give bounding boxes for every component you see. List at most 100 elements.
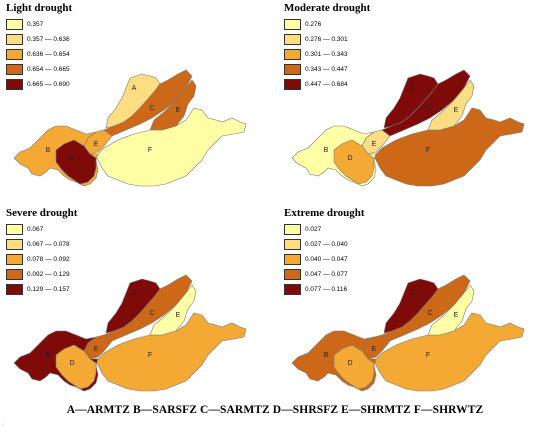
zone-label: E	[454, 107, 459, 114]
map-legend: 0.027 0.027 — 0.040 0.040 — 0.047 0.047 — 0…	[284, 222, 348, 297]
zone-caption: A—ARMTZ B—SARSFZ C—SARMTZ D—SHRSFZ E—SHR…	[66, 404, 484, 416]
map-title: Extreme drought	[284, 207, 365, 219]
legend-label: 0.047 — 0.077	[305, 271, 348, 278]
legend-row: 0.447 — 0.684	[284, 77, 348, 92]
legend-row: 0.067	[6, 222, 70, 237]
legend-swatch	[284, 269, 301, 280]
legend-swatch	[6, 79, 23, 90]
zone-label: D	[69, 360, 74, 367]
zone-label: B	[324, 352, 329, 359]
zone-d-region	[333, 139, 375, 185]
zone-label: C	[149, 105, 154, 112]
zone-label: A	[410, 290, 415, 297]
zone-d-region	[333, 344, 375, 390]
map-title: Moderate drought	[284, 2, 371, 14]
legend-swatch	[6, 64, 23, 75]
region-map: F A C E E B D	[13, 69, 247, 187]
legend-row: 0.040 — 0.047	[284, 252, 348, 267]
zone-label: E	[94, 346, 99, 353]
legend-row: 0.636 — 0.654	[6, 47, 70, 62]
legend-label: 0.654 — 0.665	[27, 66, 70, 73]
legend-swatch	[284, 224, 301, 235]
zone-e-region	[149, 79, 197, 131]
legend-swatch	[284, 19, 301, 30]
region-map: F A C E E B D	[291, 69, 525, 187]
map-title: Severe drought	[6, 207, 78, 219]
zone-c-region	[103, 69, 193, 139]
zone-label: B	[324, 147, 329, 154]
region-map: F A C E E B D	[291, 274, 525, 392]
legend-label: 0.301 — 0.343	[305, 51, 348, 58]
zone-label: E	[176, 107, 181, 114]
legend-label: 0.067	[27, 226, 44, 233]
zone-d-region	[55, 344, 97, 390]
legend-swatch	[284, 49, 301, 60]
legend-label: 0.092 — 0.129	[27, 271, 70, 278]
legend-swatch	[284, 254, 301, 265]
map-panel: F A C E E B D Severe drought 0.067 0.067 — 0.078 0…	[0, 205, 270, 405]
legend-label: 0.276	[305, 21, 322, 28]
zone-label: A	[410, 85, 415, 92]
legend-row: 0.129 — 0.157	[6, 282, 70, 297]
legend-row: 0.047 — 0.077	[284, 267, 348, 282]
legend-label: 0.447 — 0.684	[305, 81, 348, 88]
legend-label: 0.357 — 0.636	[27, 36, 70, 43]
zone-label: B	[46, 352, 51, 359]
corner-mark: ʿ	[2, 424, 4, 430]
zone-label: A	[132, 290, 137, 297]
legend-label: 0.665 — 0.690	[27, 81, 70, 88]
map-panel: F A C E E B D Light drought 0.357 0.357 — 0.636 0.…	[0, 0, 270, 200]
legend-row: 0.092 — 0.129	[6, 267, 70, 282]
zone-label: D	[69, 155, 74, 162]
legend-row: 0.027 — 0.040	[284, 237, 348, 252]
zone-label: A	[132, 85, 137, 92]
zone-label: C	[427, 105, 432, 112]
legend-swatch	[284, 284, 301, 295]
zone-e-region	[149, 284, 197, 336]
zone-c-region	[381, 274, 471, 344]
legend-label: 0.078 — 0.092	[27, 256, 70, 263]
legend-row: 0.665 — 0.690	[6, 77, 70, 92]
zone-label: D	[347, 155, 352, 162]
legend-row: 0.654 — 0.665	[6, 62, 70, 77]
legend-label: 0.343 — 0.447	[305, 66, 348, 73]
map-legend: 0.067 0.067 — 0.078 0.078 — 0.092 0.092 — 0…	[6, 222, 70, 297]
legend-swatch	[6, 34, 23, 45]
legend-swatch	[6, 49, 23, 60]
map-legend: 0.357 0.357 — 0.636 0.636 — 0.654 0.654 — 0…	[6, 17, 70, 92]
zone-label: C	[427, 310, 432, 317]
legend-label: 0.636 — 0.654	[27, 51, 70, 58]
legend-row: 0.077 — 0.116	[284, 282, 348, 297]
legend-swatch	[6, 19, 23, 30]
zone-label: E	[94, 141, 99, 148]
legend-row: 0.027	[284, 222, 348, 237]
zone-e-region	[427, 79, 475, 131]
zone-e-region	[427, 284, 475, 336]
legend-label: 0.276 — 0.301	[305, 36, 348, 43]
legend-label: 0.077 — 0.116	[305, 286, 348, 293]
legend-label: 0.129 — 0.157	[27, 286, 70, 293]
zone-label: D	[347, 360, 352, 367]
legend-label: 0.040 — 0.047	[305, 256, 348, 263]
legend-row: 0.078 — 0.092	[6, 252, 70, 267]
zone-label: F	[426, 147, 430, 154]
legend-row: 0.357 — 0.636	[6, 32, 70, 47]
legend-label: 0.027 — 0.040	[305, 241, 348, 248]
legend-swatch	[284, 239, 301, 250]
zone-label: F	[426, 352, 430, 359]
zone-c-region	[381, 69, 471, 139]
legend-label: 0.027	[305, 226, 322, 233]
legend-swatch	[6, 284, 23, 295]
zone-label: E	[176, 312, 181, 319]
legend-row: 0.276 — 0.301	[284, 32, 348, 47]
map-title: Light drought	[6, 2, 73, 14]
zone-c-region	[103, 274, 193, 344]
legend-label: 0.357	[27, 21, 44, 28]
zone-label: F	[148, 147, 152, 154]
region-map: F A C E E B D	[13, 274, 247, 392]
legend-swatch	[6, 254, 23, 265]
legend-swatch	[284, 64, 301, 75]
zone-label: F	[148, 352, 152, 359]
map-panel: F A C E E B D Extreme drought 0.027 0.027 — 0.040…	[278, 205, 548, 405]
legend-row: 0.276	[284, 17, 348, 32]
